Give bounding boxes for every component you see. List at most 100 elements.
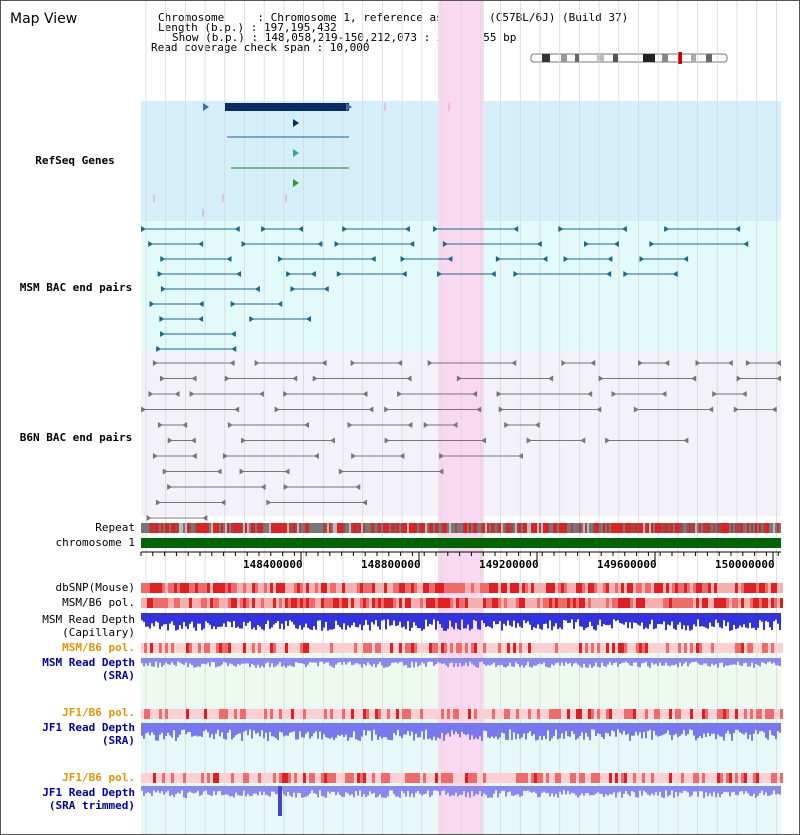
read-depth-bar bbox=[299, 613, 301, 626]
snp-density-cell bbox=[504, 773, 507, 783]
repeat-block bbox=[473, 523, 475, 533]
snp-density-cell bbox=[642, 583, 645, 593]
read-depth-bar bbox=[257, 786, 259, 796]
repeat-block bbox=[255, 523, 257, 533]
read-depth-bar bbox=[693, 723, 695, 736]
repeat-block bbox=[733, 523, 735, 533]
read-depth-bar bbox=[429, 613, 431, 625]
repeat-block bbox=[461, 523, 463, 533]
read-depth-bar bbox=[715, 613, 717, 620]
snp-density-cell bbox=[624, 598, 627, 608]
snp-density-cell bbox=[693, 598, 696, 608]
read-depth-bar bbox=[365, 613, 367, 621]
read-depth-bar bbox=[689, 613, 691, 631]
snp-density-cell bbox=[429, 643, 432, 653]
snp-density-cell bbox=[156, 598, 159, 608]
read-depth-bar bbox=[501, 613, 503, 631]
repeat-block bbox=[251, 523, 253, 533]
read-depth-bar bbox=[367, 658, 369, 663]
bac-end-icon bbox=[611, 391, 617, 397]
snp-density-cell bbox=[339, 773, 342, 783]
read-depth-bar bbox=[581, 786, 583, 794]
repeat-block bbox=[741, 523, 743, 533]
snp-density-cell bbox=[687, 583, 690, 593]
read-depth-bar bbox=[683, 786, 685, 791]
snp-density-cell bbox=[570, 773, 573, 783]
read-depth-bar bbox=[319, 786, 321, 791]
snp-density-cell bbox=[450, 709, 453, 719]
repeat-block bbox=[427, 523, 429, 533]
snp-density-cell bbox=[633, 709, 636, 719]
read-depth-bar bbox=[465, 658, 467, 663]
snp-density-cell bbox=[699, 643, 702, 653]
read-depth-bar bbox=[777, 658, 779, 666]
read-depth-bar bbox=[423, 613, 425, 630]
repeat-block bbox=[625, 523, 627, 533]
read-depth-bar bbox=[769, 786, 771, 796]
snp-density-cell bbox=[165, 709, 168, 719]
snp-density-cell bbox=[153, 583, 156, 593]
read-depth-bar bbox=[455, 658, 457, 664]
read-depth-bar bbox=[297, 786, 299, 793]
read-depth-bar bbox=[595, 786, 597, 794]
read-depth-bar bbox=[679, 723, 681, 736]
read-depth-bar bbox=[193, 786, 195, 794]
bac-end-icon bbox=[596, 406, 602, 413]
bac-end-icon bbox=[347, 422, 353, 428]
snp-density-cell bbox=[150, 643, 153, 653]
read-depth-bar bbox=[243, 658, 245, 664]
msm-b6-pol-label: MSM/B6 pol. bbox=[62, 596, 135, 609]
read-depth-bar bbox=[443, 613, 445, 631]
repeat-block bbox=[361, 523, 363, 533]
read-depth-bar bbox=[297, 658, 299, 663]
snp-density-cell bbox=[501, 643, 504, 653]
read-depth-bar bbox=[495, 723, 497, 737]
snp-density-cell bbox=[606, 583, 609, 593]
repeat-block bbox=[597, 523, 599, 533]
bac-end-icon bbox=[234, 226, 240, 232]
read-depth-bar bbox=[479, 613, 481, 630]
read-depth-bar bbox=[143, 786, 145, 796]
read-depth-bar bbox=[499, 613, 501, 622]
snp-density-cell bbox=[549, 643, 552, 653]
read-depth-bar bbox=[737, 723, 739, 731]
read-depth-bar bbox=[587, 658, 589, 668]
snp-density-cell bbox=[360, 773, 363, 783]
read-depth-bar bbox=[253, 613, 255, 628]
read-depth-bar bbox=[363, 723, 365, 730]
snp-density-cell bbox=[546, 709, 549, 719]
snp-density-cell bbox=[762, 773, 765, 783]
snp-density-cell bbox=[762, 598, 765, 608]
snp-density-cell bbox=[615, 583, 618, 593]
snp-density-cell bbox=[561, 598, 564, 608]
snp-density-cell bbox=[681, 773, 684, 783]
snp-density-cell bbox=[600, 598, 603, 608]
read-depth-bar bbox=[313, 723, 315, 734]
repeat-block bbox=[379, 523, 381, 533]
read-depth-bar bbox=[437, 723, 439, 738]
gene-arrow-icon bbox=[203, 103, 209, 111]
snp-density-cell bbox=[621, 709, 624, 719]
snp-density-cell bbox=[765, 709, 768, 719]
read-depth-bar bbox=[303, 786, 305, 798]
read-depth-bar bbox=[265, 723, 267, 733]
read-depth-bar bbox=[471, 786, 473, 791]
read-depth-bar bbox=[331, 723, 333, 738]
read-depth-bar bbox=[317, 786, 319, 798]
repeat-block bbox=[493, 523, 495, 533]
read-depth-bar bbox=[199, 613, 201, 624]
snp-density-cell bbox=[393, 583, 396, 593]
read-depth-bar bbox=[679, 658, 681, 663]
snp-density-cell bbox=[570, 709, 573, 719]
snp-density-cell bbox=[654, 583, 657, 593]
read-depth-bar bbox=[195, 723, 197, 736]
snp-density-cell bbox=[636, 598, 639, 608]
snp-density-cell bbox=[204, 709, 207, 719]
repeat-block bbox=[499, 523, 501, 533]
read-depth-bar bbox=[745, 658, 747, 663]
read-depth-bar bbox=[213, 786, 215, 792]
repeat-block bbox=[245, 523, 247, 533]
read-depth-bar bbox=[423, 658, 425, 664]
snp-density-cell bbox=[735, 643, 738, 653]
